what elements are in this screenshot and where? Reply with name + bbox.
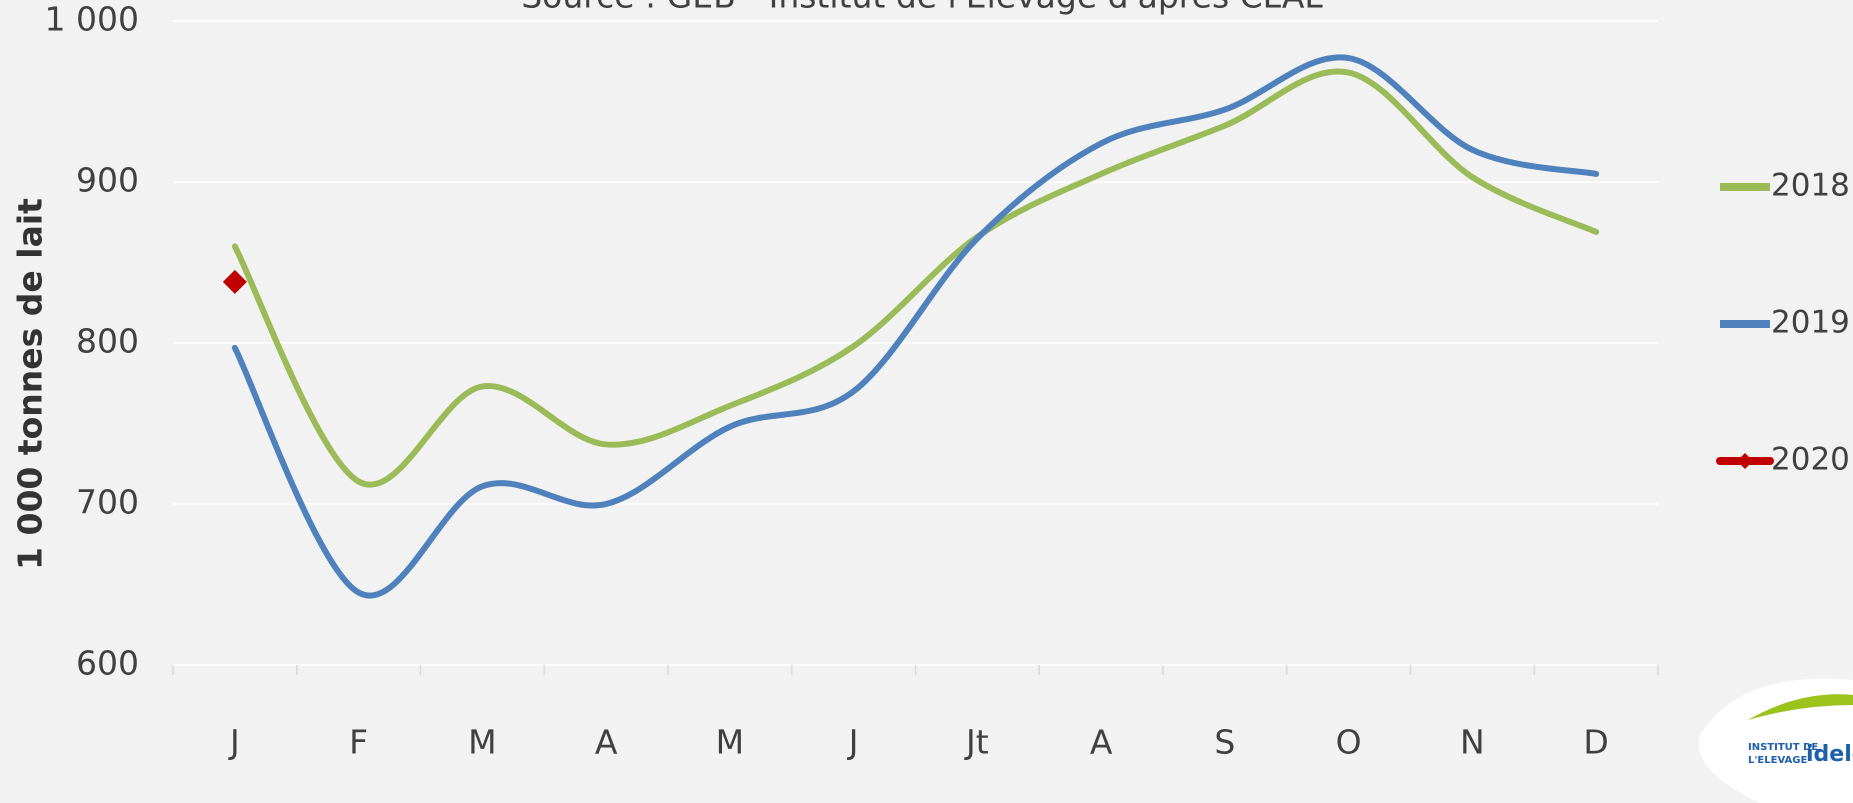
y-tick-label: 1 000 [45,0,139,39]
x-tick-label: D [1583,723,1608,762]
y-tick-label: 900 [76,161,139,200]
chart-subtitle: Source : GEB - Institut de l'Elevage d'a… [521,0,1323,16]
x-tick-label: J [228,723,240,762]
logo-text: L'ELEVAGE [1748,755,1807,766]
data-point [222,269,247,294]
x-tick-label: J [847,723,859,762]
x-tick-label: Jt [964,723,989,762]
line-series [231,68,1600,488]
x-tick-label: M [468,723,496,762]
logo-text: INSTITUT DE [1748,742,1818,753]
x-tick-label: M [716,723,744,762]
x-tick-label: A [1090,723,1113,762]
logo: INSTITUT DE L'ELEVAGE idele [1698,678,1853,803]
y-tick-label: 700 [76,483,139,522]
y-tick-label: 600 [76,644,139,683]
legend-label: 2019 [1771,305,1850,341]
x-tick-label: S [1214,723,1235,762]
logo-brand: idele [1806,742,1853,767]
line-series [231,54,1600,599]
x-tick-label: N [1460,723,1485,762]
legend-marker [1737,453,1753,469]
x-tick-label: A [595,723,618,762]
y-tick-label: 800 [76,322,139,361]
x-tick-label: F [349,723,368,762]
logo-swoosh [1748,694,1853,720]
logo-background [1698,678,1853,803]
legend-label: 2020 [1771,442,1850,478]
legend-label: 2018 [1771,168,1850,204]
x-tick-label: O [1336,723,1362,762]
y-axis-label: 1 000 tonnes de lait [11,198,50,570]
